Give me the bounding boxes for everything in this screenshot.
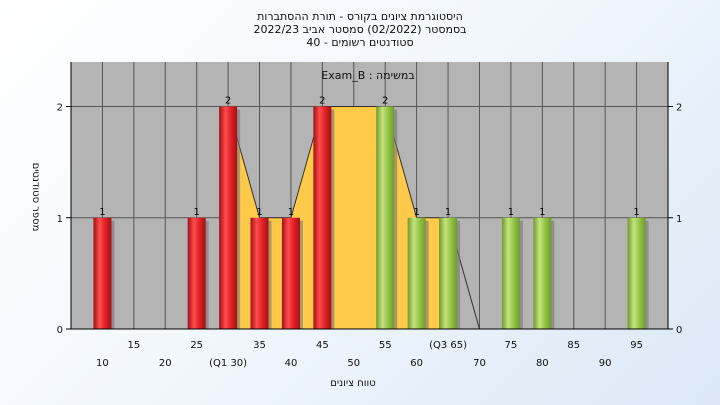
data-label-95: 1 [633, 207, 639, 218]
data-label-45: 2 [319, 96, 325, 107]
data-label-65: 1 [445, 207, 451, 218]
task-label: Exam_B : במשימה [321, 69, 414, 82]
data-label-25: 1 [193, 207, 199, 218]
bar-55 [376, 106, 395, 329]
x-tick-label-lower-7: 80 [536, 358, 549, 369]
x-tick-label-lower-6: 70 [473, 358, 486, 369]
bar-75 [501, 217, 520, 329]
y-tick-label-right-2: 2 [676, 103, 682, 114]
x-tick-label-lower-2: (Q1 30) [209, 358, 247, 369]
x-tick-label-lower-3: 40 [285, 358, 298, 369]
data-label-group: 1 1 2 1 1 2 2 1 1 1 1 1 [99, 96, 640, 218]
data-label-75: 1 [508, 207, 514, 218]
y-tick-label-left-2: 2 [57, 103, 63, 114]
axes: 0 0 1 1 2 2 15 25 35 45 55 (Q3 65) 75 85 95 10 20 (Q1 30)… [57, 62, 682, 369]
bar-30 [219, 106, 238, 329]
x-tick-label-upper-3: 45 [316, 340, 329, 351]
x-tick-label-lower-0: 10 [96, 358, 109, 369]
chart-title-line-3: 40 - סטודנטים רשומים [306, 36, 413, 49]
bar-10 [93, 217, 112, 329]
x-tick-label-upper-4: 55 [379, 340, 392, 351]
bar-95 [627, 217, 646, 329]
data-label-80: 1 [539, 207, 545, 218]
bar-35 [250, 217, 269, 329]
bar-40 [281, 217, 300, 329]
data-label-40: 1 [288, 207, 294, 218]
y-tick-label-left-0: 0 [57, 325, 63, 336]
x-tick-label-upper-6: 75 [505, 340, 518, 351]
x-tick-label-upper-1: 25 [190, 340, 203, 351]
x-axis-label: טווח ציונים [330, 378, 375, 389]
y-axis-label: מספר סטודנטים [30, 163, 41, 232]
bar-group [93, 106, 649, 329]
data-label-35: 1 [256, 207, 262, 218]
bar-45 [313, 106, 332, 329]
y-tick-label-right-0: 0 [676, 325, 682, 336]
y-tick-label-left-1: 1 [57, 214, 63, 225]
x-tick-label-upper-8: 95 [630, 340, 643, 351]
data-label-30: 2 [225, 96, 231, 107]
x-tick-label-lower-5: 60 [410, 358, 423, 369]
bar-25 [187, 217, 206, 329]
x-tick-label-lower-1: 20 [159, 358, 172, 369]
x-tick-label-upper-2: 35 [253, 340, 266, 351]
x-tick-label-upper-7: 85 [567, 340, 580, 351]
chart-title-line-1: היסטוגרמת ציונים בקורס - תורת ההסתברות [257, 10, 463, 23]
bar-60 [407, 217, 426, 329]
y-tick-label-right-1: 1 [676, 214, 682, 225]
bar-80 [533, 217, 552, 329]
x-tick-label-upper-5: (Q3 65) [429, 340, 467, 351]
data-label-55: 2 [382, 96, 388, 107]
bar-65 [439, 217, 458, 329]
chart-title-line-2: 2022/23 בסמסטר (02/2022) סמסטר אביב [253, 23, 466, 36]
x-tick-label-upper-0: 15 [127, 340, 140, 351]
data-label-60: 1 [413, 207, 419, 218]
x-tick-label-lower-4: 50 [347, 358, 360, 369]
data-label-10: 1 [99, 207, 105, 218]
x-tick-label-lower-8: 90 [599, 358, 612, 369]
